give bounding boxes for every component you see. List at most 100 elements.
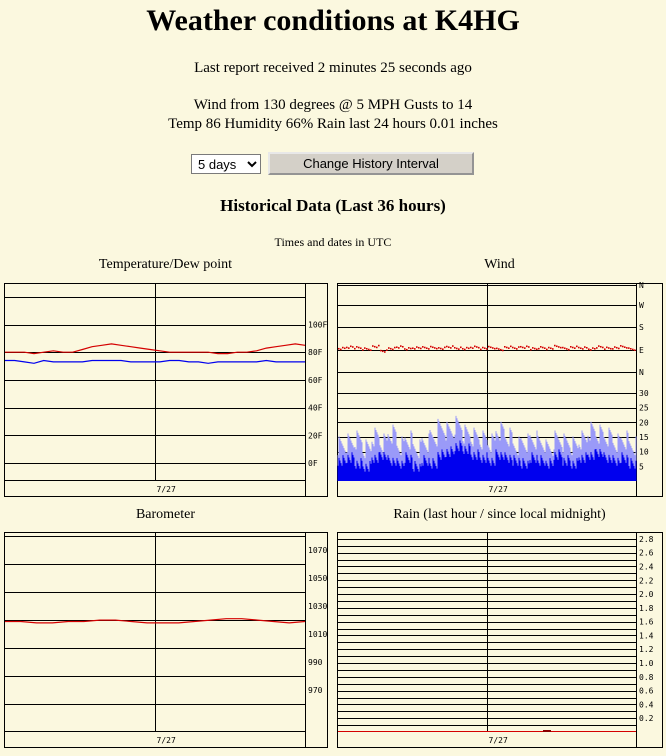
wind-direction-point [402,345,404,348]
wind-direction-point [448,346,450,349]
wind-direction-point [470,346,472,349]
wind-direction-point [384,351,386,353]
wind-direction-point [452,345,454,347]
wind-direction-point [366,347,368,350]
dewpoint-line [5,359,305,364]
wind-direction-point [428,348,430,350]
chart-frame [4,283,328,497]
y-tick-label: 990 [308,658,323,667]
wind-direction-point [506,346,508,349]
wind-direction-point [512,346,514,349]
wind-direction-point [356,346,358,348]
baro-chart-title: Barometer [135,507,196,522]
temperature-line [5,343,306,355]
wind-direction-point [576,345,578,348]
wind-direction-point [446,345,448,348]
wind-direction-point [404,348,406,350]
wind-direction-point [528,346,530,348]
temp-chart-title: Temperature/Dew point [98,257,233,272]
speed-tick-label: 20 [639,418,649,427]
y-tick-label: 20F [308,431,323,440]
wind-direction-point [466,346,468,349]
wind-direction-point [554,344,556,347]
wind-direction-point [510,345,512,348]
wind-direction-point [632,348,634,351]
wind-direction-point [612,348,614,350]
y-tick-label: 80F [308,348,323,357]
wind-direction-point [508,347,510,349]
wind-direction-point [608,347,610,349]
wind-summary: Wind from 130 degrees @ 5 MPH Gusts to 1… [193,97,473,113]
direction-tick-label: W [639,301,644,310]
y-tick-label: 0F [308,459,318,468]
wind-direction-point [430,345,432,348]
wind-direction-point [434,347,436,349]
wind-direction-point [566,348,568,350]
wind-direction-point [564,347,566,350]
wind-direction-point [552,348,554,350]
wind-direction-point [488,345,490,348]
wind-direction-point [606,346,608,349]
wind-direction-point [560,346,562,349]
wind-direction-point [524,347,526,349]
wind-direction-point [424,346,426,349]
wind-direction-point [370,349,372,351]
wind-direction-point [410,347,412,350]
wind-direction-point [534,347,536,350]
wind-direction-point [492,347,494,349]
wind-chart: 7/27 N W S E N 30 25 20 15 10 5 [337,281,663,497]
wind-direction-point [622,345,624,348]
page-title: Weather conditions at K4HG [146,4,520,37]
wind-direction-point [634,349,636,351]
wind-direction-point [542,346,544,349]
wind-direction-point [482,346,484,349]
wind-direction-point [478,346,480,349]
wind-direction-point [400,345,402,347]
temp-chart: 7/27 100F 80F 60F 40F 20F 0F [4,283,328,497]
wind-direction-point [540,346,542,348]
direction-tick-label: S [639,323,644,332]
wind-direction-point [480,348,482,351]
wind-direction-point [350,345,352,348]
wind-direction-point [342,346,344,349]
y-tick-label: 1050 [308,574,327,583]
wind-direction-point [464,348,466,351]
wind-direction-point [458,348,460,350]
y-tick-label: 1.0 [639,659,654,668]
wind-direction-point [456,347,458,350]
wind-direction-point [352,346,354,348]
wind-direction-point [610,347,612,350]
wind-direction-point [394,346,396,349]
direction-tick-label: E [639,346,644,355]
y-tick-label: 40F [308,404,323,413]
wind-direction-point [596,347,598,349]
wind-chart-title: Wind [484,257,515,272]
x-tick-label: 7/27 [157,736,176,745]
wind-direction-point [344,347,346,350]
wind-direction-point [504,345,506,348]
x-tick-label: 7/27 [489,485,508,494]
y-tick-label: 1030 [308,602,327,611]
history-interval-select[interactable]: 5 days [191,154,261,174]
chart-frame [4,532,328,748]
wind-direction-point [514,347,516,350]
wind-direction-point [520,345,522,348]
y-tick-label: 1070 [308,546,327,555]
wind-direction-point [358,346,360,349]
rain-chart: 7/27 2.8 2.6 2.4 2.2 2.0 1.8 1.6 1.4 1.2 1.0 0.8 0.6… [337,532,663,748]
wind-direction-point [558,346,560,348]
wind-direction-point [414,348,416,350]
wind-direction-point [526,345,528,348]
y-tick-label: 970 [308,686,323,695]
wind-direction-point [568,348,570,351]
wind-direction-point [360,347,362,350]
rain-chart-title: Rain (last hour / since local midnight) [393,507,606,522]
wind-direction-point [626,347,628,349]
wind-direction-point [390,347,392,350]
direction-tick-label: N [639,281,644,290]
wind-direction-point [422,346,424,348]
wind-direction-point [378,344,380,347]
wind-direction-point [348,347,350,349]
y-tick-label: 1.2 [639,645,654,654]
change-interval-button[interactable]: Change History Interval [268,152,474,175]
